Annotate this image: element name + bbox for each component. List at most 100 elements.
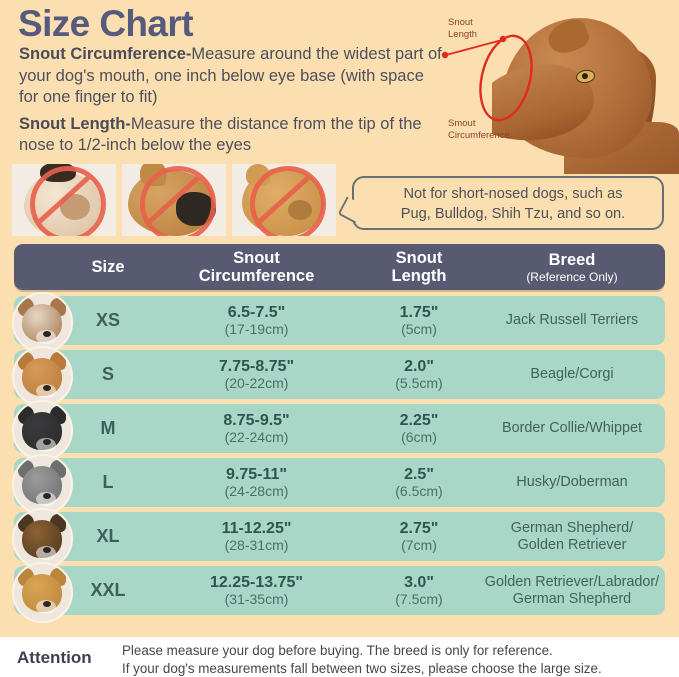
cell-breed: Jack Russell Terriers [479,296,665,345]
avatar-nose [43,493,51,499]
cell-snout-length: 2.5" (6.5cm) [359,458,479,507]
instruction-length-label: Snout Length- [19,114,131,133]
table-row: S 7.75-8.75" (20-22cm) 2.0" (5.5cm) Beagle/Co… [12,346,665,407]
warning-bubble-line1: Not for short-nosed dogs, such as [403,186,623,202]
instruction-circumference-text: Measure around the widest part of your d… [19,45,442,106]
table-row: L 9.75-11" (24-28cm) 2.5" (6.5cm) Husky/Dober… [12,454,665,515]
avatar-nose [43,601,51,607]
circumference-inches: 9.75-11" [226,466,287,483]
avatar-snout [36,330,56,344]
column-header-length-line1: Snout [395,249,443,267]
cell-size: M [100,418,116,438]
breed-line1: Husky/Doberman [516,474,628,490]
length-inches: 3.0" [404,574,434,591]
row-avatar-german-shepherd-photo [12,508,73,569]
circumference-cm: (31-35cm) [224,591,289,607]
attention-label: Attention [17,648,92,667]
table-row: M 8.75-9.5" (22-24cm) 2.25" (6cm) Border Coll… [12,400,665,461]
avatar-face [22,358,62,398]
short-nosed-warning-bubble: Not for short-nosed dogs, such as Pug, B… [337,176,664,230]
length-cm: (6cm) [401,429,437,445]
column-header-size: Size [91,258,125,276]
length-inches: 2.75" [399,520,439,537]
snout-length-annotation-label: Snout Length [448,17,477,40]
instruction-length: Snout Length-Measure the distance from t… [19,114,444,157]
length-cm: (5cm) [401,321,437,337]
measurement-instructions: Snout Circumference-Measure around the w… [19,44,444,162]
excluded-breed-photo-pug [12,164,116,236]
cell-size: XL [96,526,120,546]
circumference-cm: (28-31cm) [224,537,289,553]
avatar-face [22,466,62,506]
row-avatar-border-collie-photo [12,400,73,461]
length-inches: 2.25" [399,412,439,429]
warning-bubble-line2: Pug, Bulldog, Shih Tzu, and so on. [400,206,626,222]
avatar-nose [43,331,51,337]
column-header-snout-circumference: Snout Circumference [154,244,359,290]
length-inches: 2.5" [404,466,434,483]
avatar-nose [43,547,51,553]
avatar-face [22,574,62,614]
hero-section: Size Chart Snout Circumference-Measure a… [0,0,679,236]
circumference-inches: 7.75-8.75" [218,358,295,375]
excluded-breeds-photos [6,164,346,236]
page-title: Size Chart [18,3,194,44]
length-cm: (6.5cm) [395,483,443,499]
cell-snout-circumference: 9.75-11" (24-28cm) [154,458,359,507]
instruction-circumference: Snout Circumference-Measure around the w… [19,44,444,109]
breed-line1: Border Collie/Whippet [502,420,642,436]
length-cm: (7cm) [401,537,437,553]
avatar-snout [36,600,56,614]
length-cm: (5.5cm) [395,375,443,391]
column-header-breed-sublabel: (Reference Only) [526,269,618,284]
table-body: XS 6.5-7.5" (17-19cm) 1.75" (5cm) Jack Russel… [0,292,679,623]
cell-snout-circumference: 8.75-9.5" (22-24cm) [154,404,359,453]
attention-footer: Attention Please measure your dog before… [0,637,679,677]
reference-dog-photo [492,4,679,174]
column-header-length-line2: Length [391,267,447,285]
cell-breed: Beagle/Corgi [479,350,665,399]
cell-snout-circumference: 11-12.25" (28-31cm) [154,512,359,561]
length-cm: (7.5cm) [395,591,443,607]
circumference-cm: (20-22cm) [224,375,289,391]
table-header-row: Size Snout Circumference Snout Length Br… [14,244,665,290]
no-entry-icon [250,166,326,236]
length-inches: 1.75" [399,304,439,321]
table-row: XS 6.5-7.5" (17-19cm) 1.75" (5cm) Jack Russel… [12,292,665,353]
attention-text: Please measure your dog before buying. T… [122,642,674,677]
cell-breed: Border Collie/Whippet [479,404,665,453]
cell-size: L [102,472,114,492]
breed-line2: Golden Retriever [517,536,627,553]
row-avatar-golden-retriever-photo [12,562,73,623]
table-row: XL 11-12.25" (28-31cm) 2.75" (7cm) German She… [12,508,665,569]
cell-size: XS [95,310,120,330]
avatar-face [22,412,62,452]
circumference-cm: (22-24cm) [224,429,289,445]
cell-breed: Husky/Doberman [479,458,665,507]
row-avatar-corgi-photo [12,346,73,407]
attention-line1: Please measure your dog before buying. T… [122,643,553,658]
row-avatar-husky-photo [12,454,73,515]
cell-snout-length: 3.0" (7.5cm) [359,566,479,615]
column-header-snout-length: Snout Length [359,244,479,290]
dog-ear-top [543,15,593,59]
breed-line2: German Shepherd [512,590,632,607]
table-row: XXL 12.25-13.75" (31-35cm) 3.0" (7.5cm) Golde… [12,562,665,623]
circumference-inches: 8.75-9.5" [223,412,290,429]
cell-breed: Golden Retriever/Labrador/German Shepher… [479,566,665,615]
cell-size: XXL [90,580,126,600]
excluded-breed-photo-pomeranian [232,164,336,236]
avatar-snout [36,492,56,506]
snout-length-annotation-line2: Length [448,28,478,40]
breed-line1: Beagle/Corgi [530,366,614,382]
column-header-breed-label: Breed [548,250,596,269]
instruction-circumference-label: Snout Circumference- [19,45,192,63]
no-entry-icon [140,166,216,236]
attention-line2: If your dog's measurements fall between … [122,660,602,676]
cell-snout-length: 2.25" (6cm) [359,404,479,453]
dog-eye [575,68,596,85]
circumference-cm: (24-28cm) [224,483,289,499]
length-inches: 2.0" [404,358,434,375]
cell-size: S [101,364,114,384]
